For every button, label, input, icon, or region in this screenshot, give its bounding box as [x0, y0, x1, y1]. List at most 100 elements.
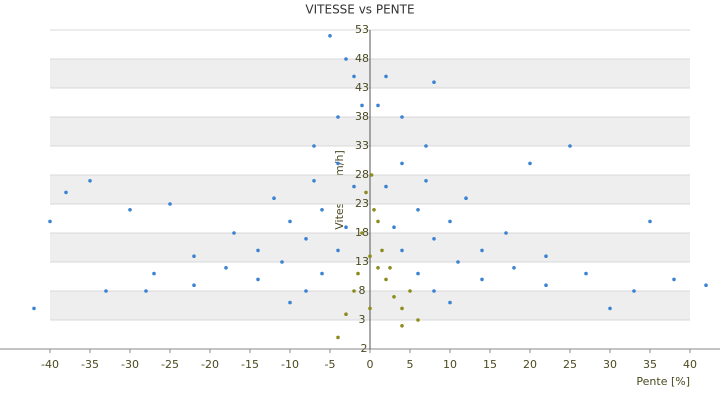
point [312, 144, 316, 148]
x-axis-title: Pente [%] [636, 375, 690, 388]
point [672, 277, 676, 282]
x-tick-label: -5 [325, 358, 336, 371]
point [400, 324, 404, 328]
point [432, 289, 436, 293]
point [376, 103, 380, 108]
x-tick-label: -30 [121, 358, 139, 371]
x-tick-label: -10 [281, 358, 299, 371]
point [584, 271, 588, 276]
point [632, 289, 636, 293]
point [304, 237, 308, 241]
point [369, 173, 374, 177]
point [504, 231, 508, 235]
point [568, 144, 572, 148]
point [480, 248, 484, 253]
point [448, 219, 452, 224]
y-tick-label: 28 [355, 168, 369, 181]
point [400, 248, 404, 253]
point [424, 179, 428, 183]
x-tick-label: 20 [523, 358, 537, 371]
point [352, 289, 356, 293]
point [376, 219, 380, 224]
point [304, 289, 308, 293]
point [48, 219, 52, 224]
point [704, 283, 708, 288]
point [272, 196, 276, 200]
point [104, 289, 108, 293]
point [368, 254, 372, 258]
point [544, 283, 548, 288]
point [344, 57, 348, 61]
point [312, 179, 316, 183]
point [408, 289, 412, 293]
point [256, 277, 260, 282]
y-tick-label: 53 [355, 23, 369, 36]
point [352, 184, 356, 189]
point [192, 254, 196, 258]
point [380, 248, 384, 253]
point [64, 190, 68, 195]
point [416, 271, 420, 276]
point [388, 266, 392, 270]
point [352, 74, 356, 79]
x-tick-label: 25 [563, 358, 577, 371]
point [528, 161, 532, 166]
x-tick-label: -15 [241, 358, 259, 371]
point [356, 271, 360, 276]
point [128, 208, 132, 212]
x-tick-label: 15 [483, 358, 497, 371]
point [232, 231, 236, 235]
point [336, 161, 340, 166]
point [336, 248, 340, 253]
point [336, 335, 340, 340]
point [144, 289, 148, 293]
point [512, 266, 516, 270]
point [392, 225, 396, 229]
point [456, 260, 460, 264]
point [416, 208, 420, 212]
y-tick-label: 48 [355, 52, 369, 65]
point [152, 271, 156, 276]
point [360, 103, 364, 108]
point [464, 196, 468, 200]
point [32, 306, 36, 311]
point [384, 74, 388, 79]
point [416, 318, 420, 322]
point [376, 266, 380, 270]
point [480, 277, 484, 282]
point [384, 184, 388, 189]
x-tick-label: -35 [81, 358, 99, 371]
point [400, 115, 404, 119]
point [400, 161, 404, 166]
point [544, 254, 548, 258]
x-tick-label: 40 [683, 358, 697, 371]
point [608, 306, 612, 311]
point [424, 144, 428, 148]
point [336, 115, 340, 119]
point [432, 237, 436, 241]
x-tick-label: 5 [407, 358, 414, 371]
x-tick-label: 10 [443, 358, 457, 371]
point [88, 179, 92, 183]
point [288, 300, 292, 305]
x-tick-label: 0 [367, 358, 374, 371]
point [320, 271, 324, 276]
point [364, 190, 368, 195]
chart-title: VITESSE vs PENTE [305, 3, 414, 17]
point [648, 219, 652, 224]
point [392, 295, 396, 299]
point [192, 283, 196, 288]
point [448, 300, 452, 305]
point [384, 277, 388, 282]
y-tick-label: 23 [355, 197, 369, 210]
y-tick-label: 33 [355, 139, 369, 152]
point [224, 266, 228, 270]
x-tick-label: -40 [41, 358, 59, 371]
point [320, 208, 324, 212]
y-tick-label: 13 [355, 255, 369, 268]
y-tick-label: 8 [359, 284, 366, 297]
point [328, 34, 332, 38]
x-tick-label: 30 [603, 358, 617, 371]
point [280, 260, 284, 264]
